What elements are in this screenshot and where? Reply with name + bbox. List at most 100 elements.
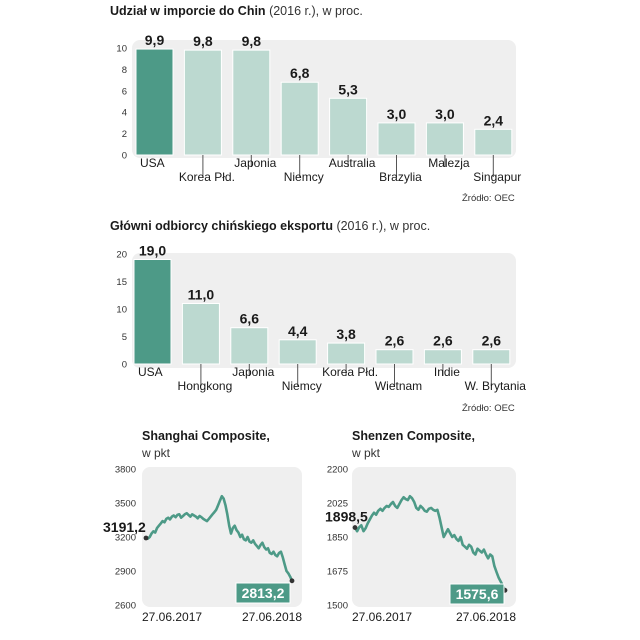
chart4-start-label: 1898,5 xyxy=(325,509,368,525)
chart1-bar xyxy=(280,81,319,156)
chart3-x-start-label: 27.06.2017 xyxy=(142,610,202,624)
chart3-series-line xyxy=(145,494,294,582)
chart4-x-start-label: 27.06.2017 xyxy=(352,610,412,624)
chart1-category-label: USA xyxy=(140,156,165,170)
chart4-end-label-box xyxy=(449,583,505,605)
chart2-category-label: Wietnam xyxy=(375,379,422,393)
chart1-ytick: 8 xyxy=(122,65,127,76)
chart1-value-label: 9,9 xyxy=(145,32,165,48)
chart1-bar xyxy=(232,49,271,156)
chart1-ytick: 0 xyxy=(122,151,127,162)
chart2-value-label: 4,4 xyxy=(288,323,308,339)
chart1-bar xyxy=(183,49,222,156)
chart2-bar xyxy=(181,303,220,365)
chart1-category-label: Brazylia xyxy=(379,170,422,184)
chart1-category-label: Malezja xyxy=(428,156,470,170)
chart4-end-label: 1575,6 xyxy=(456,586,499,602)
chart1-subtitle: (2016 r.), w proc. xyxy=(269,4,363,18)
chart2-ytick: 5 xyxy=(122,332,127,343)
chart1-ytick: 2 xyxy=(122,129,127,140)
chart4-x-end-label: 27.06.2018 xyxy=(456,610,516,624)
chart3-start-point xyxy=(143,535,149,541)
chart1-panel xyxy=(132,40,516,158)
chart1-value-label: 5,3 xyxy=(338,81,358,97)
chart2-value-label: 2,6 xyxy=(385,333,405,349)
chart1-title-line: Udział w imporcie do Chin (2016 r.), w p… xyxy=(110,4,363,18)
chart2-panel xyxy=(132,253,516,368)
chart1-category-label: Korea Płd. xyxy=(179,170,235,184)
chart3-title: Shanghai Composite, xyxy=(142,429,270,443)
chart1-bar xyxy=(377,122,416,156)
chart2-value-label: 6,6 xyxy=(240,311,260,327)
chart1-ytick: 6 xyxy=(122,86,127,97)
chart3-panel xyxy=(142,467,302,607)
chart1-value-label: 3,0 xyxy=(387,106,407,122)
chart2-category-label: Hongkong xyxy=(178,379,233,393)
chart2-category-label: W. Brytania xyxy=(465,379,527,393)
chart2-bar xyxy=(230,327,269,365)
chart2-category-label: Japonia xyxy=(232,365,274,379)
chart3-ytick: 2600 xyxy=(115,601,136,612)
chart4-ytick: 2025 xyxy=(327,499,348,510)
chart3-unit: w pkt xyxy=(142,446,171,460)
chart1-category-label: Niemcy xyxy=(284,170,324,184)
chart2-value-label: 11,0 xyxy=(188,287,215,303)
chart3-end-label: 2813,2 xyxy=(242,585,285,601)
chart1-title: Udział w imporcie do Chin xyxy=(110,4,266,18)
chart1-bar xyxy=(329,97,368,156)
chart1-bar xyxy=(135,48,174,156)
chart2-category-label: Korea Płd. xyxy=(322,365,378,379)
chart4-series-line xyxy=(353,494,507,591)
chart1-value-label: 2,4 xyxy=(484,112,504,128)
chart1-value-label: 9,8 xyxy=(242,33,262,49)
chart1-category-label: Japonia xyxy=(234,156,276,170)
chart2-ytick: 0 xyxy=(122,360,127,371)
chart4-start-point xyxy=(352,525,358,530)
chart1-bar xyxy=(425,122,464,156)
chart1-value-label: 3,0 xyxy=(435,106,455,122)
chart2-value-label: 2,6 xyxy=(433,333,453,349)
chart2-subtitle: (2016 r.), w proc. xyxy=(336,219,431,233)
chart3-ytick: 3800 xyxy=(115,465,136,476)
chart1-source: Źródło: OEC xyxy=(462,193,515,204)
chart2-ytick: 15 xyxy=(116,277,127,288)
chart4-ytick: 1675 xyxy=(327,567,348,578)
chart2-value-label: 19,0 xyxy=(139,243,166,259)
chart2-bar xyxy=(423,349,462,365)
chart2-bar xyxy=(278,339,317,365)
chart2-ytick: 10 xyxy=(116,305,127,316)
chart2-title: Główni odbiorcy chińskiego eksportu xyxy=(110,219,333,233)
chart4-ytick: 2200 xyxy=(327,465,348,476)
chart4-unit: w pkt xyxy=(352,446,381,460)
chart1-value-label: 6,8 xyxy=(290,65,310,81)
chart2-source: Źródło: OEC xyxy=(462,403,515,414)
chart2-category-label: USA xyxy=(138,365,163,379)
chart3-ytick: 2900 xyxy=(115,567,136,578)
chart2-category-label: Niemcy xyxy=(282,379,322,393)
chart2-ytick: 20 xyxy=(116,250,127,261)
chart2-bar xyxy=(327,342,366,365)
chart3-ytick: 3200 xyxy=(115,533,136,544)
chart3-end-point xyxy=(289,578,295,584)
chart1-category-label: Australia xyxy=(329,156,376,170)
chart2-bar xyxy=(375,349,414,365)
chart2-value-label: 2,6 xyxy=(482,333,502,349)
chart2-category-label: Indie xyxy=(434,365,460,379)
chart3-start-label: 3191,2 xyxy=(103,519,146,535)
chart1-ytick: 10 xyxy=(116,44,127,55)
chart1-value-label: 9,8 xyxy=(193,33,213,49)
chart1-category-label: Singapur xyxy=(473,170,521,184)
chart2-value-label: 3,8 xyxy=(336,326,356,342)
chart2-bar xyxy=(133,259,172,365)
chart3-x-end-label: 27.06.2018 xyxy=(242,610,302,624)
chart2-title-line: Główni odbiorcy chińskiego eksportu (201… xyxy=(110,219,430,233)
chart4-title: Shenzen Composite, xyxy=(352,429,475,443)
chart1-bar xyxy=(474,128,513,156)
chart3-ytick: 3500 xyxy=(115,499,136,510)
chart2-bar xyxy=(472,349,511,365)
chart4-ytick: 1850 xyxy=(327,533,348,544)
chart4-ytick: 1500 xyxy=(327,601,348,612)
chart1-ytick: 4 xyxy=(122,108,127,119)
chart3-end-label-box xyxy=(235,582,291,604)
